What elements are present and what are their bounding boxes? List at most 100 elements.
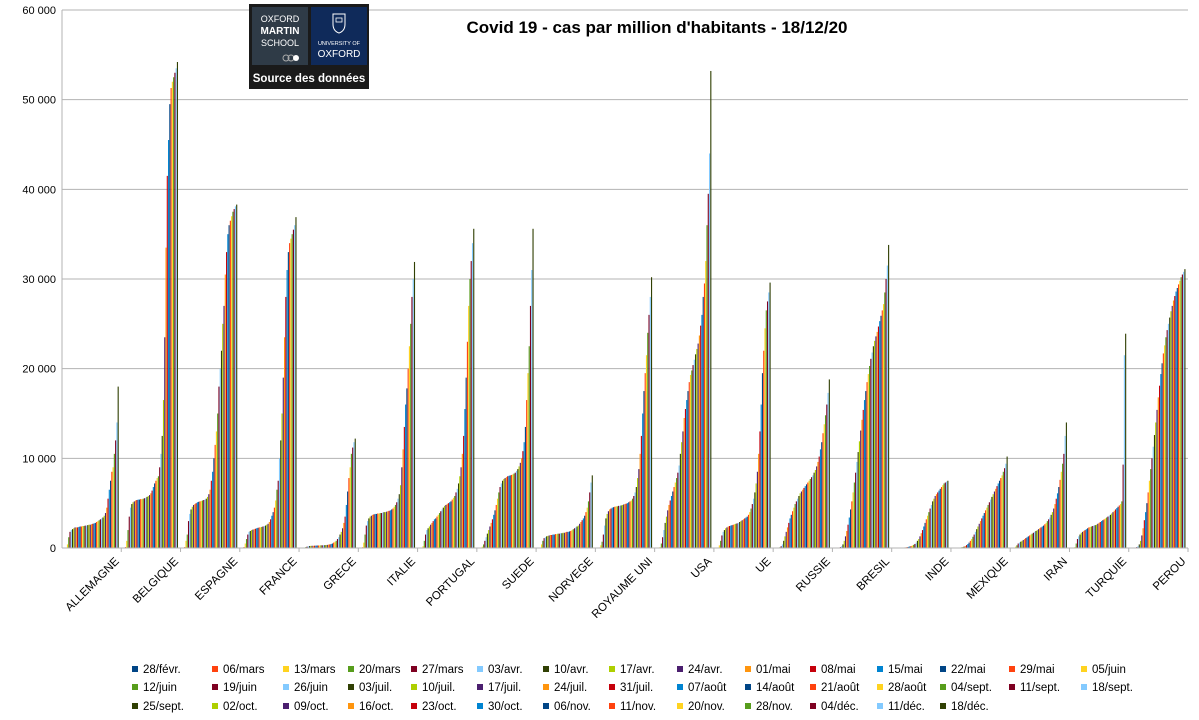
axes (61, 10, 1189, 552)
bar (567, 531, 569, 548)
bar (689, 374, 692, 548)
bar (813, 472, 815, 548)
bar (855, 472, 857, 548)
bar (384, 512, 386, 548)
y-axis-ticks: 0 10 000 20 000 30 000 40 000 50 000 60 000 (22, 5, 56, 555)
bar (499, 487, 501, 548)
legend-label: 11/nov. (620, 701, 656, 713)
bar (591, 475, 593, 548)
bar (190, 509, 192, 548)
bar (575, 527, 577, 548)
bar (438, 513, 441, 548)
bar (991, 496, 993, 548)
bar (469, 279, 471, 548)
bar (823, 424, 825, 548)
legend-label: 10/juil. (422, 682, 455, 694)
bar (1147, 492, 1149, 548)
bar (261, 526, 263, 548)
bar (751, 504, 753, 548)
legend-label: 23/oct. (422, 701, 457, 713)
bar (1169, 317, 1171, 548)
bar (1046, 521, 1048, 548)
bar (316, 545, 318, 548)
bar (736, 523, 738, 548)
bar (275, 500, 277, 548)
bar (780, 546, 782, 548)
legend-label: 11/sept. (1020, 682, 1060, 694)
bar (876, 331, 878, 548)
bar (1139, 540, 1142, 548)
bar (82, 526, 84, 548)
bar (1164, 345, 1166, 548)
bar (1059, 479, 1061, 548)
bar (728, 526, 731, 548)
bar (701, 314, 703, 548)
bar (85, 525, 88, 548)
bar (576, 526, 578, 548)
bar (737, 522, 739, 548)
bar (670, 495, 673, 548)
bar (383, 512, 385, 548)
bar (379, 513, 381, 548)
bar (710, 70, 712, 548)
bar (621, 504, 623, 548)
bar (932, 501, 934, 548)
legend-swatch (212, 666, 218, 672)
bar (618, 505, 620, 548)
bar (258, 527, 260, 548)
bar (1034, 531, 1036, 548)
bar (112, 467, 114, 548)
x-category-label: USA (689, 555, 714, 580)
bar (292, 229, 294, 548)
legend-swatch (877, 666, 883, 672)
bar (584, 515, 586, 548)
bar (1055, 498, 1057, 548)
bar (882, 304, 885, 548)
bar (117, 386, 119, 548)
bar (350, 453, 352, 548)
bar (600, 545, 602, 548)
bar (601, 541, 603, 548)
bar (1112, 512, 1114, 548)
bar (307, 546, 309, 548)
bar (921, 530, 924, 548)
bar (973, 534, 975, 548)
bar (1015, 546, 1017, 548)
bar (744, 518, 746, 548)
bar (543, 538, 545, 548)
bar (992, 494, 994, 548)
bar (1092, 526, 1094, 548)
bar (884, 292, 886, 548)
bar (531, 270, 533, 548)
bar (521, 458, 523, 548)
bar (1103, 519, 1105, 548)
bar (321, 545, 323, 548)
bar (562, 532, 564, 548)
bar (412, 279, 414, 548)
bar (1044, 524, 1046, 548)
bar (386, 511, 388, 548)
bar (227, 234, 229, 549)
bar (205, 498, 207, 548)
bar (527, 373, 529, 548)
bar (1005, 463, 1007, 548)
bar (755, 483, 757, 548)
bar (645, 355, 648, 548)
bar (1027, 536, 1029, 548)
bar (343, 522, 345, 548)
bar (456, 488, 458, 548)
bar (127, 530, 129, 548)
bar (452, 497, 455, 548)
bar (330, 543, 332, 548)
bar (403, 426, 405, 548)
bar (554, 534, 557, 548)
bar (107, 498, 109, 548)
bar (797, 498, 799, 548)
y-tick-label: 60 000 (22, 5, 56, 17)
bar (247, 534, 249, 548)
bar (526, 400, 528, 548)
bar (142, 498, 144, 548)
bar (373, 514, 375, 549)
bar (199, 501, 201, 548)
legend-swatch (677, 684, 683, 690)
